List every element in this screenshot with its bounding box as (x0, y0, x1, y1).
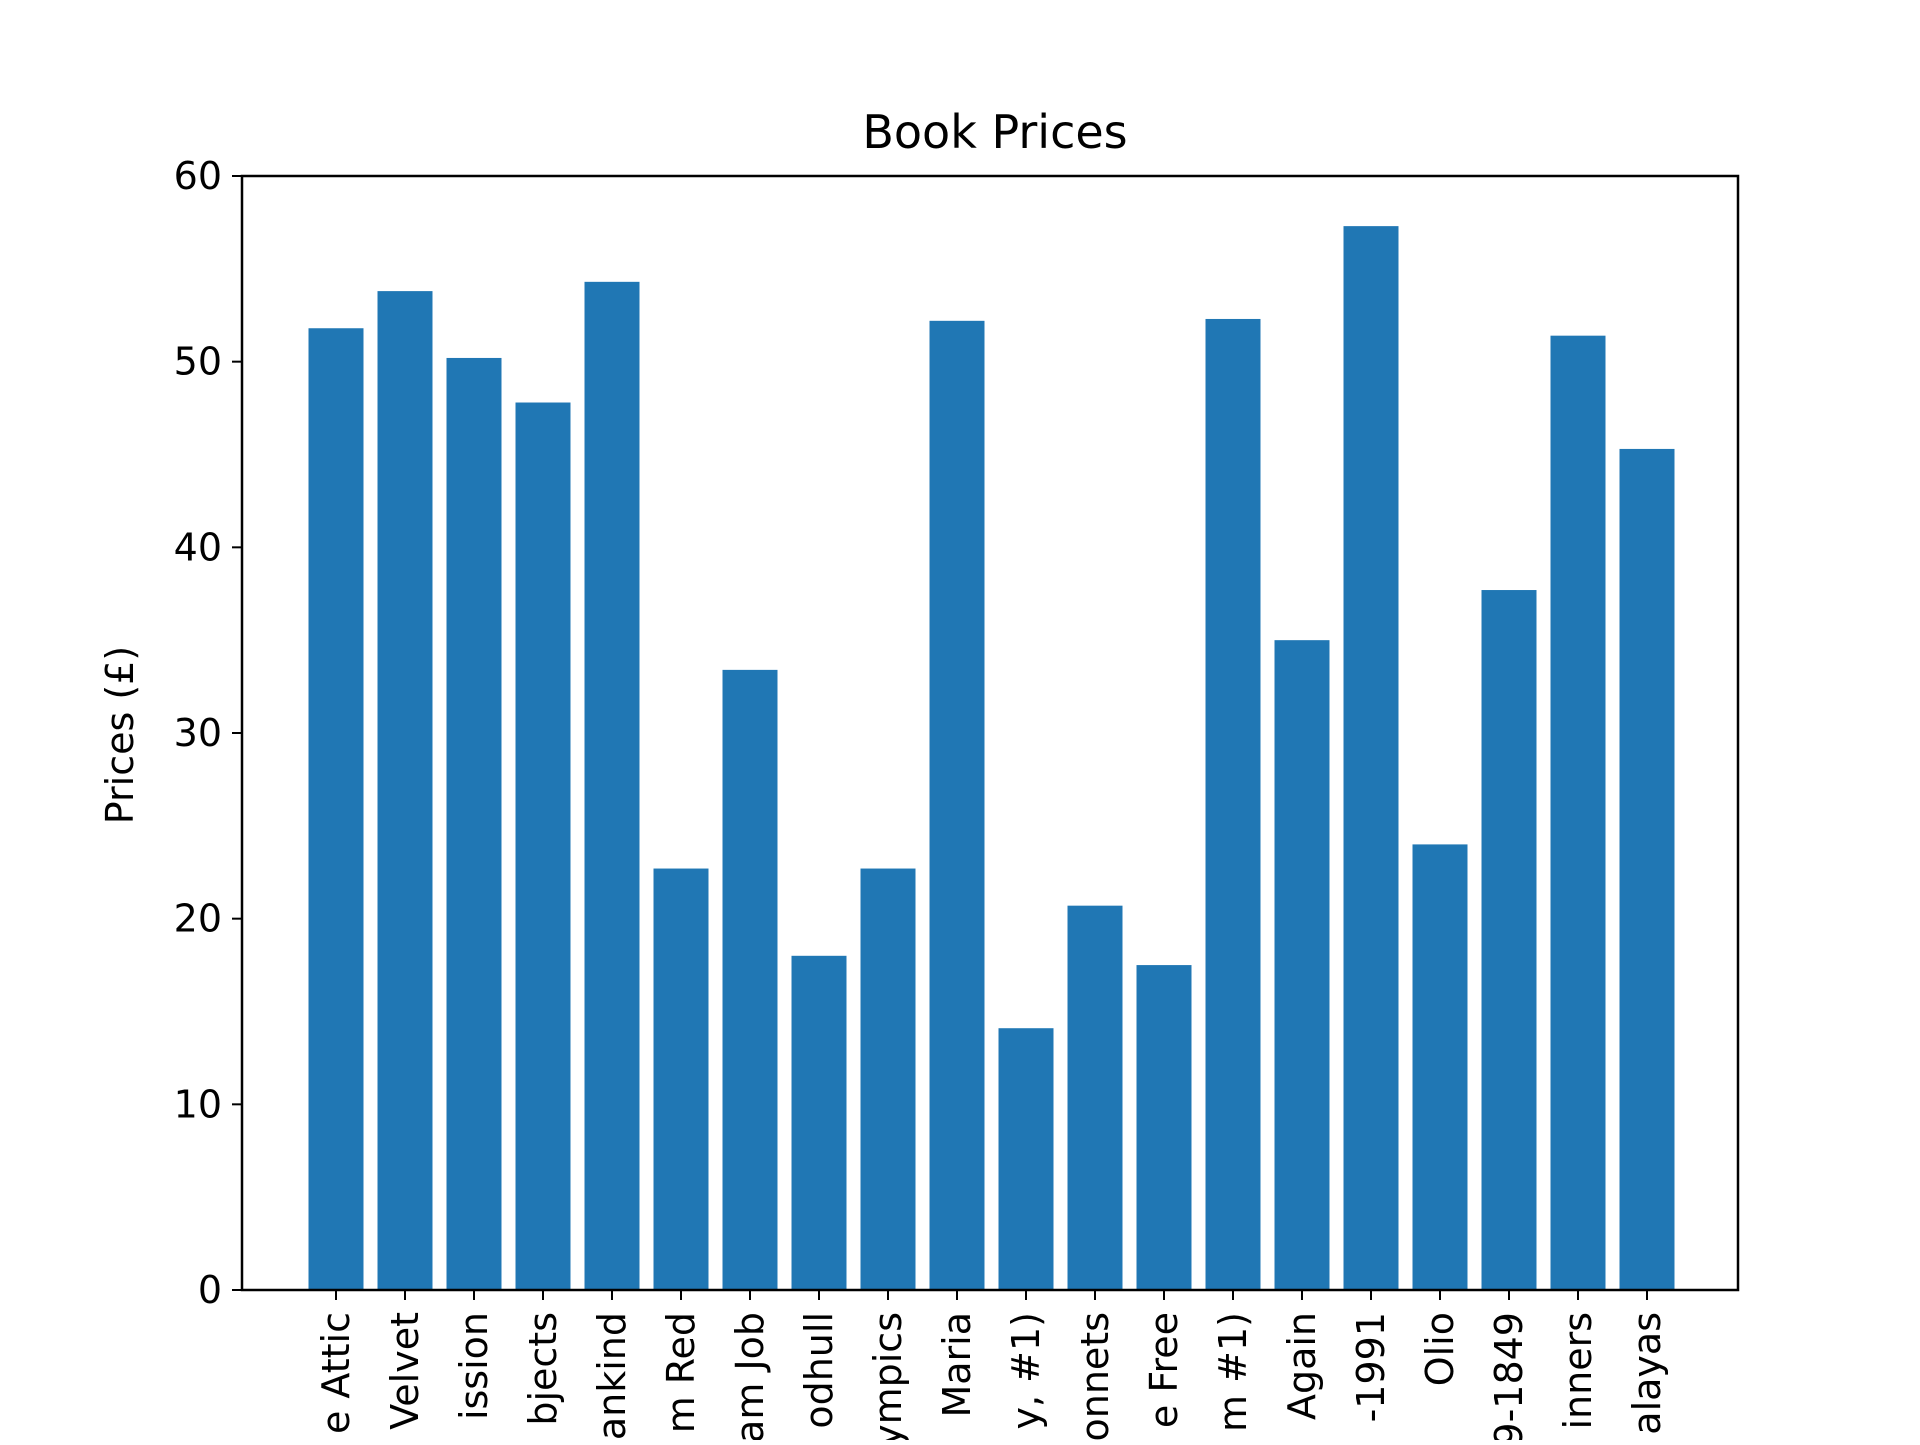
x-tick-label: inners (1556, 1312, 1600, 1430)
y-tick-label: 40 (174, 525, 222, 569)
x-tick-label: ympics (866, 1312, 910, 1440)
bar-9 (860, 868, 916, 1290)
x-axis-ticks: e Attic Velvet ission bjects ankind m Red am J… (314, 1290, 1669, 1440)
y-tick-label: 50 (174, 340, 222, 384)
x-tick-label: ankind (590, 1312, 634, 1440)
bar-10 (929, 320, 985, 1290)
x-tick-label: e Attic (314, 1312, 358, 1434)
bar-4 (515, 402, 571, 1291)
bar-6 (653, 868, 709, 1290)
x-tick-label: Olio (1418, 1312, 1462, 1386)
x-tick-label: bjects (521, 1312, 565, 1426)
bar-16 (1343, 226, 1399, 1290)
x-tick-label: am Job (728, 1312, 772, 1440)
bar-19 (1550, 335, 1606, 1290)
bar-5 (584, 281, 640, 1291)
y-tick-label: 30 (174, 711, 222, 755)
bar-15 (1274, 640, 1330, 1290)
y-tick-label: 60 (174, 154, 222, 198)
bar-18 (1481, 590, 1537, 1290)
bar-12 (1067, 905, 1123, 1290)
bar-1 (308, 328, 364, 1290)
x-tick-label: onnets (1073, 1312, 1117, 1440)
chart-title: Book Prices (862, 105, 1127, 159)
bars-group (308, 226, 1675, 1291)
x-tick-label: y, #1) (1004, 1312, 1048, 1430)
bar-11 (998, 1028, 1054, 1290)
plot-frame (240, 174, 1740, 1292)
x-tick-label: Again (1280, 1312, 1324, 1420)
x-tick-label: Maria (935, 1312, 979, 1418)
bar-7 (722, 669, 778, 1290)
y-axis-ticks: 0 10 20 30 40 50 60 (174, 154, 242, 1312)
y-tick-label: 0 (198, 1268, 222, 1312)
x-tick-label: -1991 (1349, 1312, 1393, 1422)
x-tick-label: e Free (1142, 1312, 1186, 1428)
x-tick-label: alayas (1625, 1312, 1669, 1435)
y-tick-label: 20 (174, 897, 222, 941)
x-tick-label: odhull (797, 1312, 841, 1429)
x-tick-label: 9-1849 (1487, 1312, 1531, 1440)
bar-14 (1205, 318, 1261, 1290)
y-axis-label: Prices (£) (98, 646, 142, 824)
bar-3 (446, 357, 502, 1290)
y-tick-label: 10 (174, 1082, 222, 1126)
bar-20 (1619, 448, 1675, 1290)
bar-8 (791, 955, 847, 1290)
bar-13 (1136, 965, 1192, 1290)
x-tick-label: m #1) (1211, 1312, 1255, 1432)
bar-2 (377, 291, 433, 1290)
bar-17 (1412, 844, 1468, 1290)
x-tick-label: Velvet (383, 1312, 427, 1430)
x-tick-label: m Red (659, 1312, 703, 1433)
x-tick-label: ission (452, 1312, 496, 1420)
